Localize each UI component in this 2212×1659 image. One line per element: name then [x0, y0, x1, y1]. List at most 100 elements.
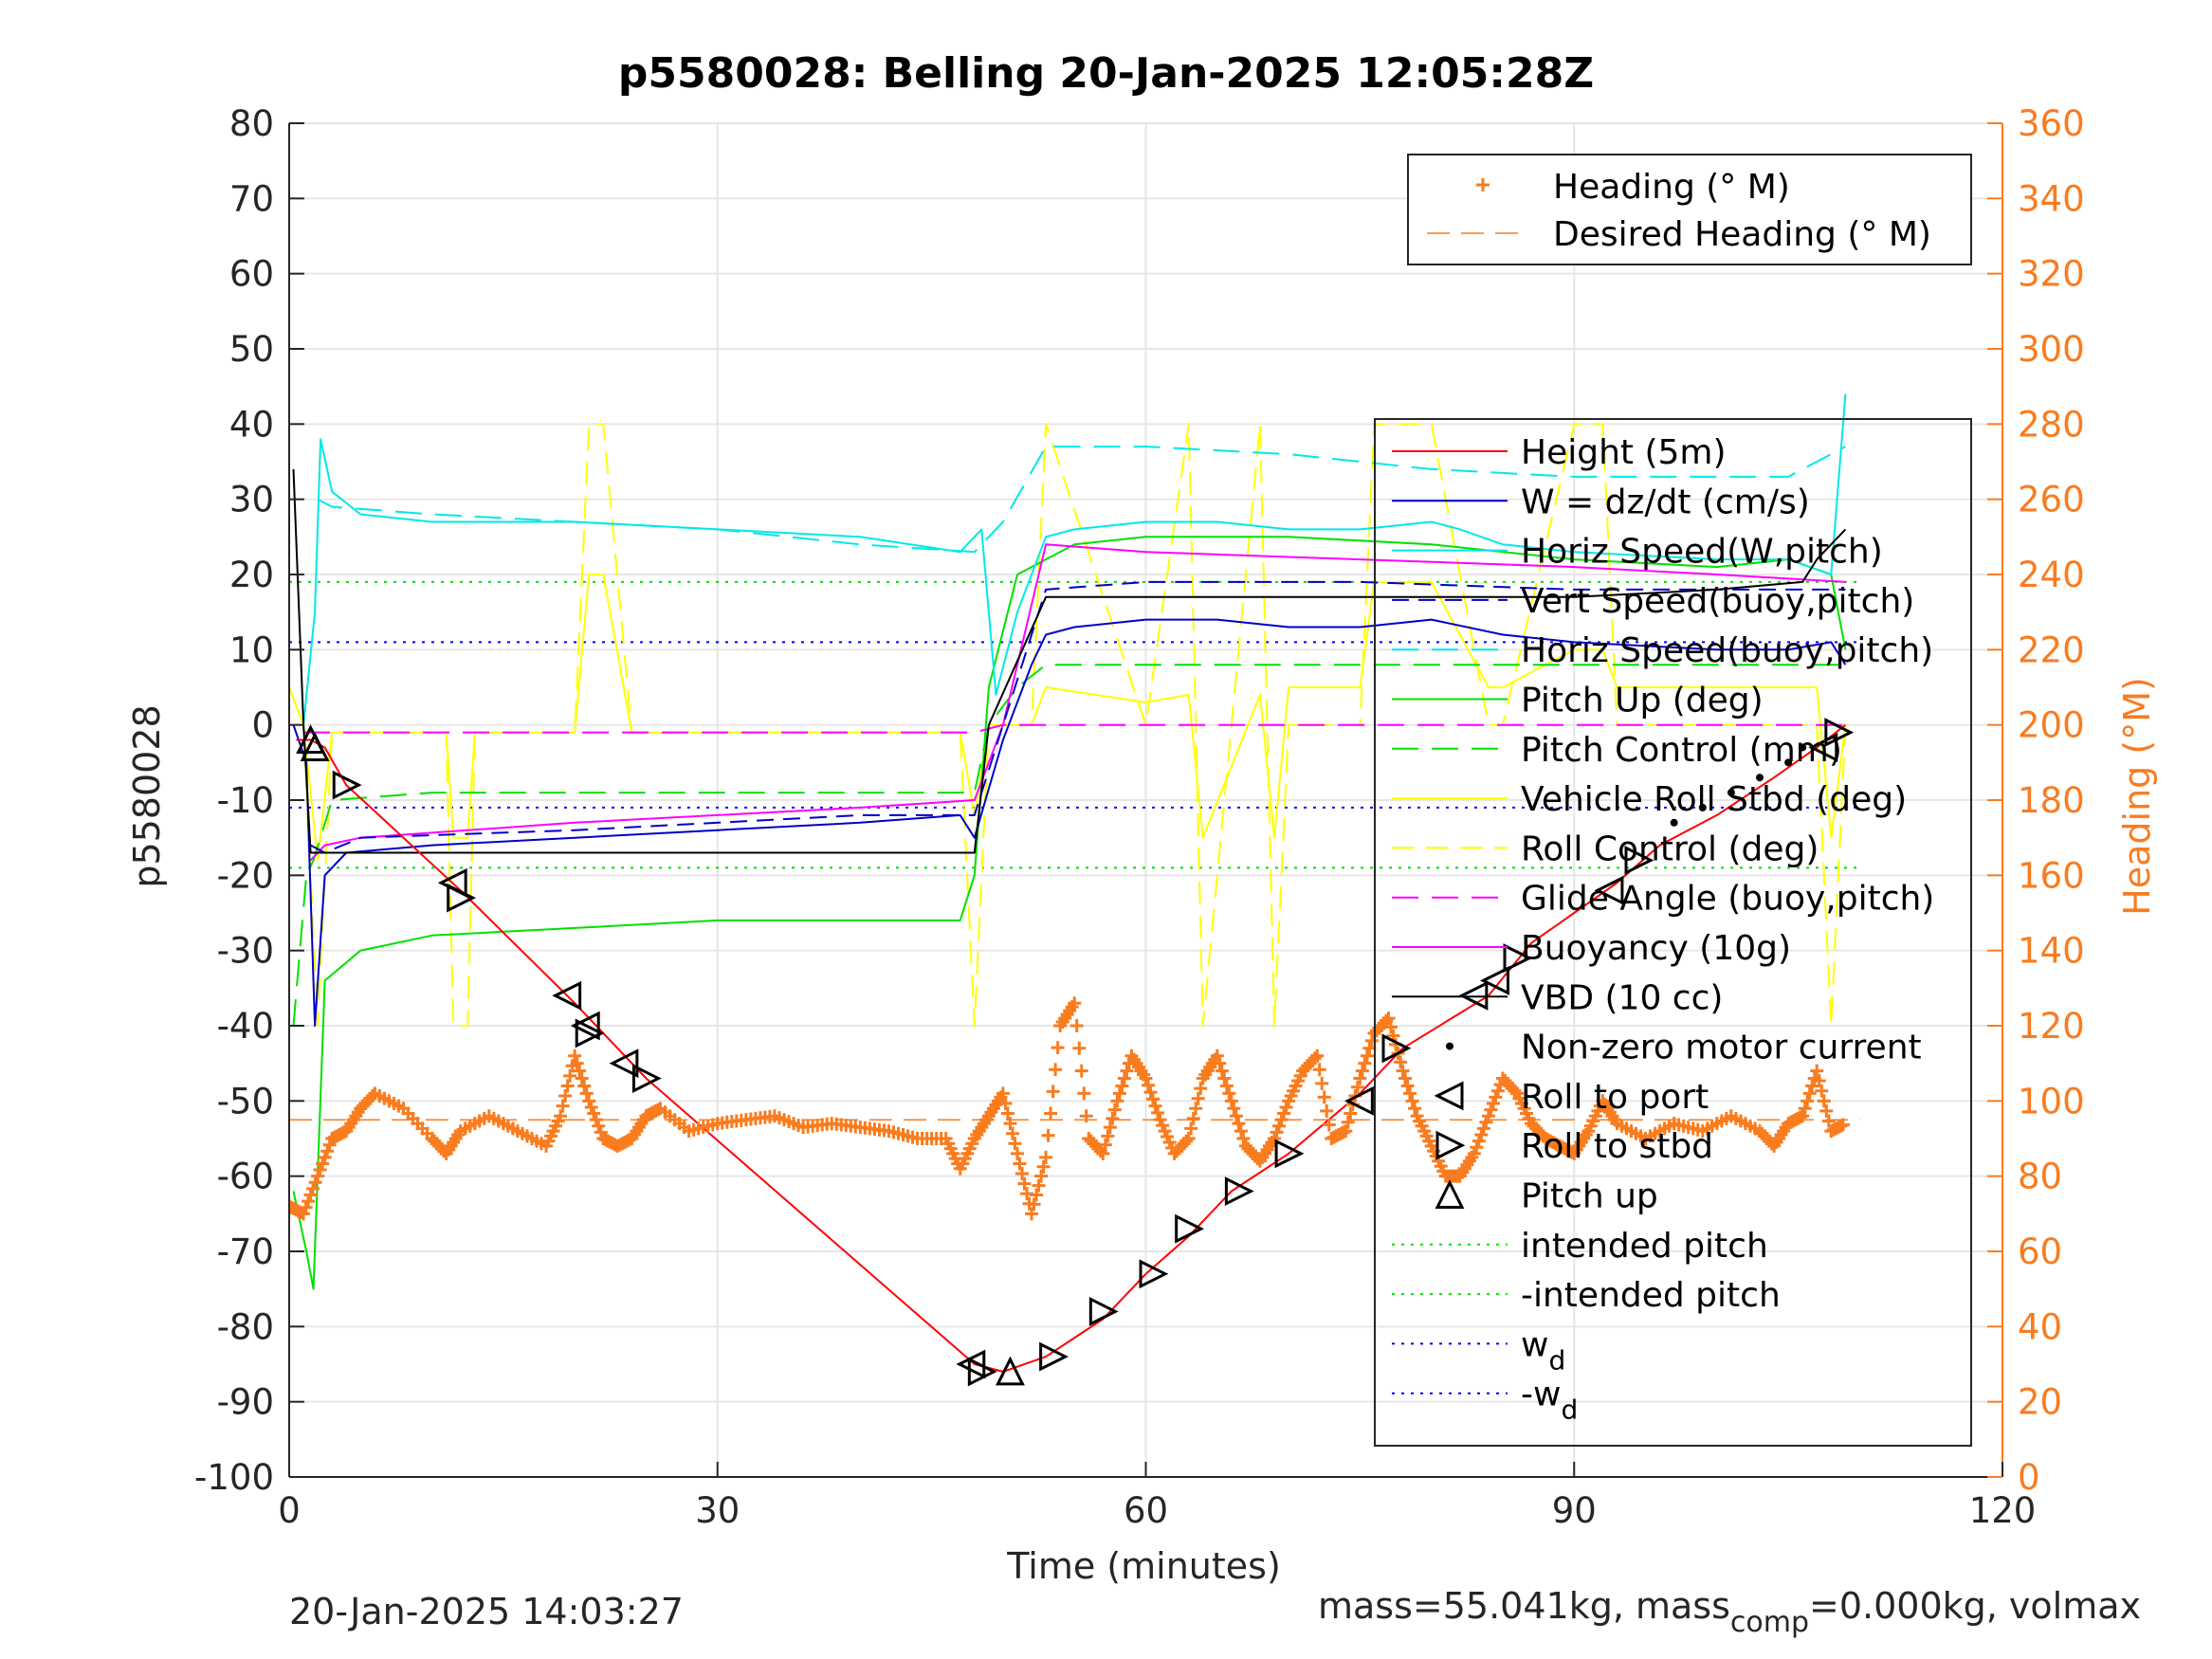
heading-point [1805, 1079, 1819, 1093]
heading-point [1320, 1103, 1334, 1118]
heading-point [560, 1079, 575, 1093]
y2-tick-label: 0 [2018, 1457, 2040, 1498]
heading-point [1181, 1132, 1196, 1145]
heading-point [1194, 1082, 1208, 1096]
heading-point [563, 1068, 577, 1083]
legend-symbol-roll-to-port [1434, 1081, 1464, 1111]
heading-point [1184, 1121, 1198, 1136]
heading-point [1219, 1079, 1234, 1093]
legend-label-glide-angle-buoy-pitch: Glide Angle (buoy,pitch) [1521, 880, 1934, 919]
heading-point [1322, 1118, 1336, 1132]
y2-tick-label: 320 [2018, 254, 2085, 295]
y-tick-label: 10 [229, 629, 274, 670]
heading-point [1358, 1056, 1372, 1070]
heading-point [1227, 1102, 1241, 1116]
y-tick-label: -100 [194, 1457, 274, 1498]
marker-roll-to-stbd [332, 770, 362, 800]
heading-point [322, 1138, 337, 1152]
footer-mass: mass=55.041kg, masscomp=0.000kg, volmax [1318, 1585, 2141, 1639]
heading-point [1508, 1084, 1522, 1098]
y-tick-label: -10 [217, 780, 274, 821]
heading-point [1003, 1117, 1017, 1131]
y2-tick-label: 220 [2018, 629, 2085, 670]
heading-point [1405, 1094, 1419, 1108]
y-tick-label: -50 [217, 1081, 274, 1121]
heading-point [1470, 1140, 1484, 1155]
heading-point [316, 1157, 330, 1171]
heading-point [998, 1096, 1013, 1110]
heading-point [306, 1181, 320, 1195]
heading-point [303, 1188, 318, 1202]
legend-subscript: d [1561, 1395, 1578, 1426]
heading-point [1815, 1084, 1829, 1098]
series-pitch-up-deg [292, 536, 1847, 1290]
legend-label-intended-pitch: -intended pitch [1521, 1276, 1781, 1315]
y2-tick-label: 200 [2018, 705, 2085, 746]
heading-point [1400, 1079, 1415, 1093]
heading-point [1836, 1118, 1850, 1132]
x-tick-label: 90 [1552, 1490, 1597, 1531]
heading-point [1151, 1105, 1165, 1120]
heading-point [1215, 1064, 1229, 1078]
legend-label-w: -wd [1521, 1376, 1578, 1426]
y2-axis-label: Heading (°M) [2116, 677, 2158, 916]
y-tick-label: -70 [217, 1231, 274, 1272]
heading-point [1027, 1197, 1041, 1212]
heading-point [1103, 1121, 1117, 1135]
heading-point [1148, 1099, 1162, 1113]
y2-tick-label: 340 [2018, 178, 2085, 219]
heading-point [558, 1089, 573, 1103]
heading-point [1381, 1012, 1396, 1026]
heading-point [1110, 1094, 1124, 1108]
y2-tick-label: 20 [2018, 1382, 2062, 1423]
marker-pitch-up [996, 1356, 1025, 1386]
heading-point [1210, 1048, 1224, 1063]
heading-point [1819, 1103, 1834, 1118]
legend-heading-label-0: Heading (° M) [1553, 168, 1790, 207]
y-tick-label: -40 [217, 1006, 274, 1047]
heading-point [1481, 1109, 1495, 1123]
series-horiz-speed-w-pitch [302, 393, 1847, 725]
mass-prefix: mass=55.041kg, mass [1318, 1585, 1730, 1627]
y-tick-label: -90 [217, 1382, 274, 1423]
heading-point [1120, 1064, 1134, 1078]
heading-legend: Heading (° M) Desired Heading (° M) [1407, 154, 1972, 265]
heading-point [1013, 1157, 1027, 1171]
x-tick-label: 60 [1124, 1490, 1168, 1531]
heading-point [1394, 1055, 1408, 1069]
heading-point [1036, 1159, 1051, 1174]
heading-point [1107, 1103, 1122, 1117]
legend-label-roll-to-port: Roll to port [1521, 1078, 1709, 1117]
heading-point [1068, 996, 1082, 1011]
y-tick-label: 0 [251, 705, 274, 746]
marker-motor-current [1799, 743, 1807, 752]
marker-roll-to-port [570, 1011, 600, 1041]
heading-point [1025, 1207, 1039, 1221]
heading-point [1189, 1102, 1203, 1116]
series-layer [289, 393, 1860, 1373]
heading-point [1098, 1138, 1112, 1152]
marker-motor-current [1670, 818, 1678, 827]
marker-motor-current [1727, 789, 1735, 797]
heading-point [1044, 1106, 1058, 1121]
heading-point [594, 1125, 608, 1139]
heading-point [1229, 1109, 1243, 1123]
y-tick-label: -20 [217, 855, 274, 896]
marker-roll-to-stbd [631, 1064, 662, 1093]
heading-point [1360, 1048, 1374, 1063]
heading-point [573, 1064, 587, 1078]
marker-roll-to-port [552, 980, 582, 1011]
heading-point [1222, 1086, 1236, 1101]
legend-label-horiz-speed-buoy-pitch: Horiz Speed(buoy,pitch) [1521, 631, 1933, 670]
marker-roll-to-port [1480, 965, 1509, 995]
legend-label-w-dz-dt-cm-s: W = dz/dt (cm/s) [1521, 483, 1810, 521]
legend-heading-label-1: Desired Heading (° M) [1553, 215, 1931, 254]
series-vehicle-roll-stbd-deg [289, 574, 1847, 862]
series-height-5m [296, 723, 1847, 1373]
y2-tick-label: 240 [2018, 555, 2085, 595]
heading-point [1344, 1106, 1358, 1121]
heading-point [1139, 1071, 1153, 1085]
heading-point [1341, 1115, 1355, 1129]
y2-tick-label: 140 [2018, 931, 2085, 972]
x-tick-label: 120 [1969, 1490, 2037, 1531]
